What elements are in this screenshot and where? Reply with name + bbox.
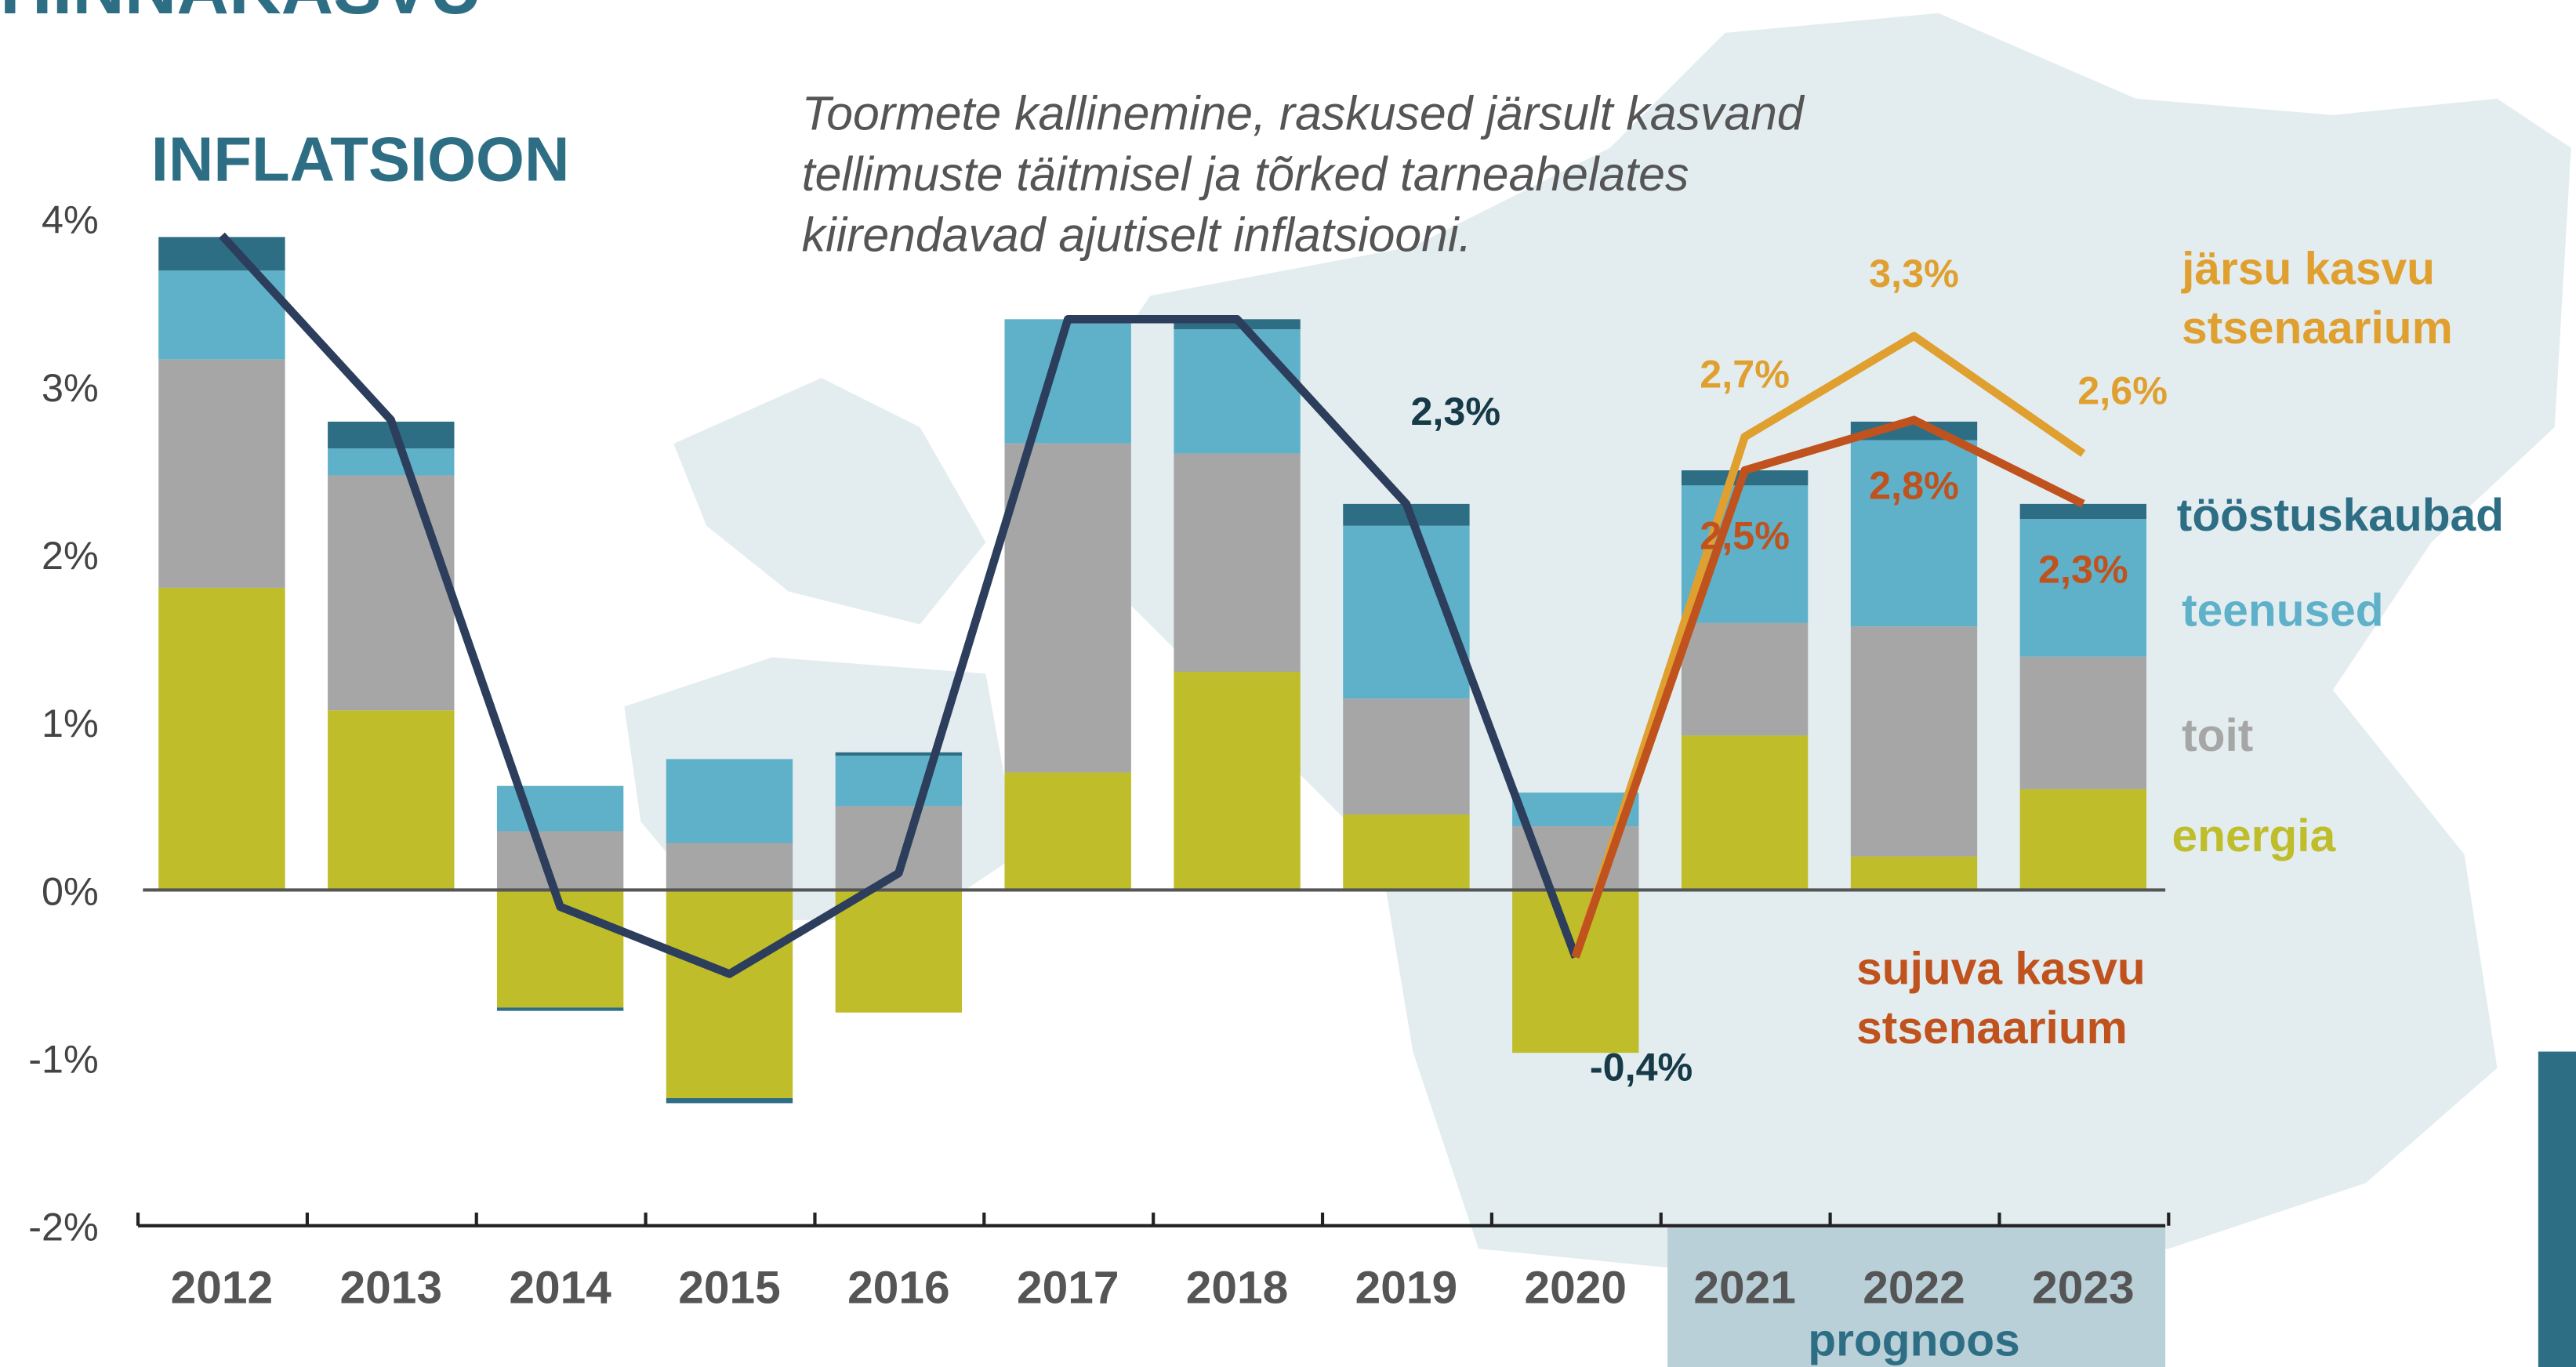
bar-segment (2019, 656, 2147, 789)
legend-label: toit (2182, 710, 2253, 761)
line (1571, 415, 2085, 959)
bar-segment (1681, 622, 1809, 736)
value-label: 2,6% (2077, 368, 2168, 413)
value-label: 2,8% (1869, 462, 1959, 507)
bar-segment (2019, 503, 2147, 520)
bar-segment (835, 890, 963, 1013)
bar-segment (1343, 814, 1470, 890)
x-tick-label: 2019 (1355, 1262, 1458, 1313)
map-background (1051, 13, 2571, 1282)
forecast-label: prognoos (1808, 1314, 2019, 1365)
bar-segment (1850, 856, 1978, 890)
line (1571, 332, 2086, 959)
value-label: -0,4% (1590, 1044, 1693, 1089)
bar-segment (1850, 440, 1978, 627)
bar-segment (666, 843, 793, 890)
bar-segment (1004, 772, 1131, 890)
x-tick-label: 2014 (509, 1262, 611, 1313)
bar-segment (2019, 519, 2147, 657)
bar-segment (666, 1098, 793, 1104)
bar-segment (835, 756, 963, 807)
value-label: 2,3% (2038, 546, 2128, 591)
bar-segment (1174, 329, 1301, 454)
legend-label: energia (2172, 810, 2336, 861)
chart-title: INFLATSIOON (151, 125, 570, 194)
y-tick-label: 1% (42, 701, 99, 745)
bar-segment (158, 587, 285, 890)
bar-segment (496, 785, 624, 832)
value-label: 2,7% (1700, 351, 1790, 396)
x-tick-label: 2018 (1186, 1262, 1289, 1313)
legend-label: järsu kasvu stsenaarium (2182, 243, 2453, 354)
legend-label: sujuva kasvu stsenaarium (1856, 943, 2146, 1053)
bar-segment (496, 831, 624, 890)
y-tick-label: -1% (28, 1036, 98, 1081)
bar-segment (1343, 698, 1470, 815)
side-block (2538, 1051, 2576, 1367)
bar-segment (1681, 735, 1809, 890)
x-tick-label: 2022 (1863, 1262, 1965, 1313)
x-tick-label: 2021 (1693, 1262, 1796, 1313)
value-label: 3,3% (1869, 251, 1959, 296)
legend-label: teenused (2182, 586, 2384, 636)
x-tick-label: 2016 (847, 1262, 950, 1313)
bar-segment (158, 237, 285, 271)
bar-segment (1004, 443, 1131, 773)
value-label: 2,5% (1700, 513, 1790, 558)
bar-segment (666, 759, 793, 843)
subtitle: Toormete kallinemine, raskused järsult k… (801, 89, 1804, 263)
bar-segment (2019, 789, 2147, 890)
bar-segment (1850, 626, 1978, 857)
heading: HINNAKASVU (0, 0, 482, 29)
line (219, 232, 1580, 978)
bar-segment (1004, 319, 1131, 444)
bar-segment (328, 710, 455, 890)
bar-segment (666, 890, 793, 1099)
x-tick-label: 2012 (171, 1262, 274, 1313)
bar-segment (1174, 672, 1301, 890)
y-tick-label: -2% (28, 1205, 98, 1249)
bar-segment (328, 448, 455, 476)
y-tick-label: 0% (42, 868, 99, 913)
bar-segment (158, 359, 285, 588)
bar-segment (835, 752, 963, 756)
x-tick-label: 2023 (2032, 1262, 2135, 1313)
x-tick-label: 2013 (340, 1262, 443, 1313)
legend-label: tööstuskaubad (2177, 490, 2504, 541)
bar-segment (1174, 453, 1301, 673)
bar-segment (328, 475, 455, 711)
value-label: 2,3% (1410, 389, 1500, 433)
bar-segment (1512, 890, 1639, 1053)
y-tick-label: 4% (42, 198, 99, 242)
bar-segment (496, 1007, 624, 1011)
forecast-band (1667, 1225, 2166, 1367)
y-tick-label: 2% (42, 533, 99, 578)
x-tick-label: 2020 (1525, 1262, 1627, 1313)
x-tick-label: 2017 (1017, 1262, 1119, 1313)
y-tick-label: 3% (42, 365, 99, 410)
x-tick-label: 2015 (678, 1262, 781, 1313)
map-background (673, 378, 986, 625)
